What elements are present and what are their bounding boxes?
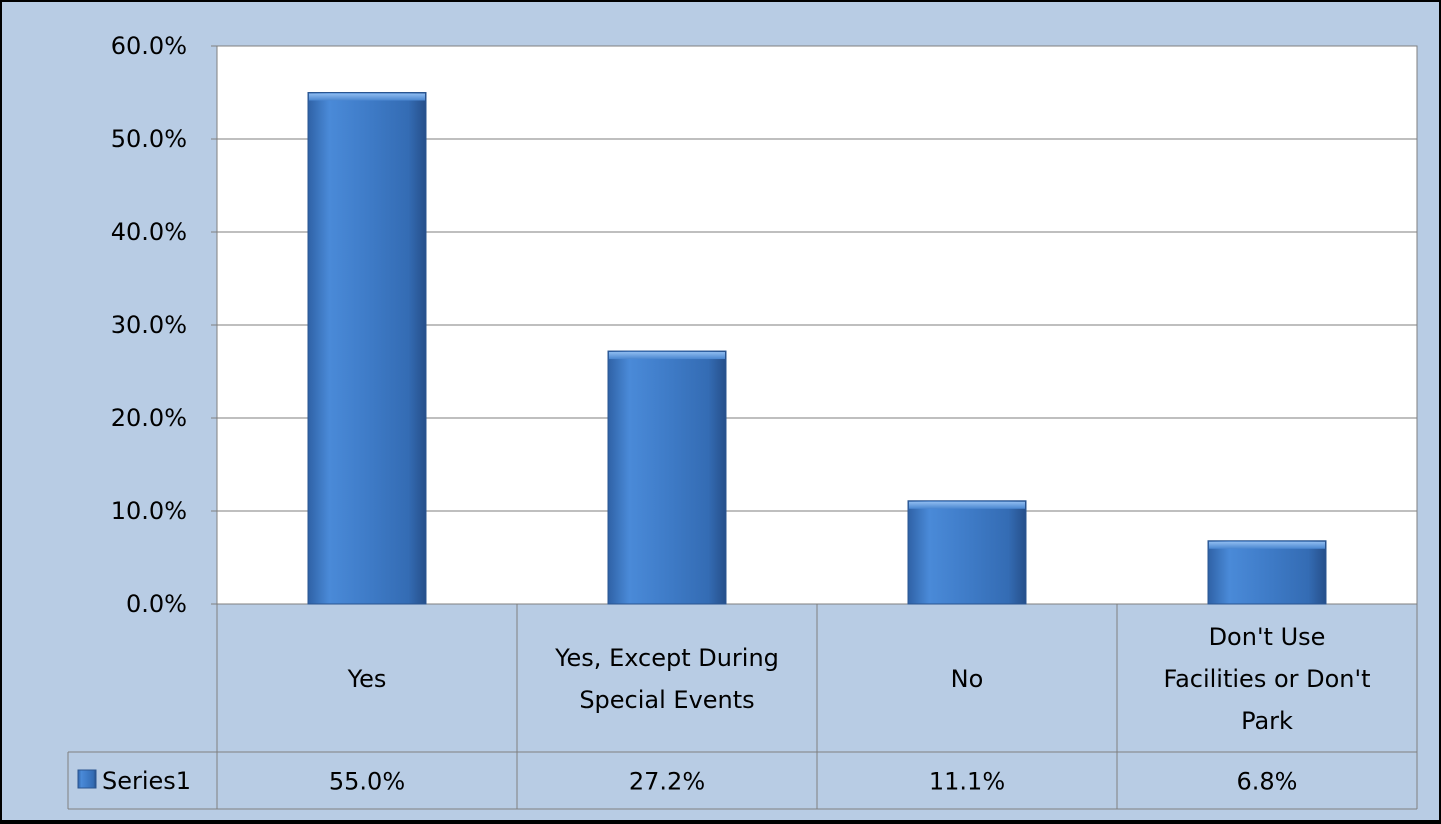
y-tick-label: 50.0% <box>111 125 187 153</box>
bar <box>907 500 1027 605</box>
bar <box>307 92 427 605</box>
bar-top-highlight <box>609 352 725 360</box>
y-tick-label: 60.0% <box>111 32 187 60</box>
bar-body <box>607 350 727 605</box>
bar <box>607 350 727 605</box>
y-tick-label: 40.0% <box>111 218 187 246</box>
category-label: Yes, Except During Special Events <box>554 644 779 714</box>
y-tick-label: 10.0% <box>111 497 187 525</box>
bar-top-highlight <box>309 93 425 101</box>
legend-series-name: Series1 <box>102 767 191 795</box>
y-tick-label: 30.0% <box>111 311 187 339</box>
bar-body <box>1207 540 1327 605</box>
data-label: 11.1% <box>929 768 1005 796</box>
category-label: Yes <box>347 665 387 693</box>
bar-top-highlight <box>909 501 1025 509</box>
data-label: 6.8% <box>1237 768 1298 796</box>
y-tick-label: 0.0% <box>126 590 187 618</box>
bar <box>1207 540 1327 605</box>
bar-body <box>307 92 427 605</box>
bar-top-highlight <box>1209 541 1325 549</box>
legend-key <box>77 769 97 789</box>
y-tick-label: 20.0% <box>111 404 187 432</box>
bar-body <box>907 500 1027 605</box>
data-label: 55.0% <box>329 768 405 796</box>
category-label: No <box>951 665 984 693</box>
category-label: Don't Use Facilities or Don't Park <box>1163 623 1370 735</box>
data-label: 27.2% <box>629 768 705 796</box>
